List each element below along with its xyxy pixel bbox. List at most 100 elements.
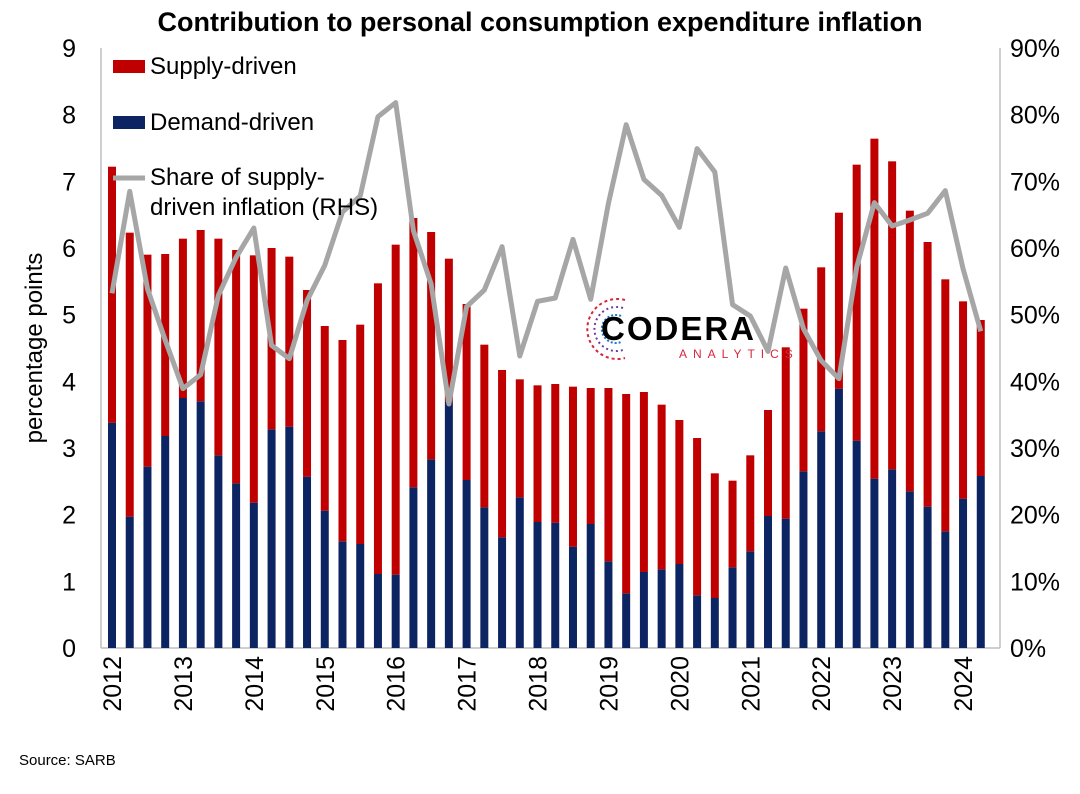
- bar-supply: [923, 242, 932, 507]
- bar-demand: [267, 429, 276, 648]
- y2-tick-label: 80%: [1010, 102, 1060, 130]
- bar-demand: [108, 422, 116, 648]
- bar-demand: [675, 564, 684, 648]
- legend-label-share-line2: driven inflation (RHS): [150, 194, 378, 221]
- bar-supply: [941, 279, 950, 532]
- bar-supply: [764, 410, 773, 516]
- bar-demand: [852, 440, 861, 648]
- x-tick-label: 2013: [170, 656, 198, 712]
- bar-supply: [693, 438, 702, 596]
- bar-demand: [976, 476, 985, 648]
- bars: [108, 138, 985, 648]
- y2-tick-label: 20%: [1010, 502, 1060, 530]
- bar-demand: [781, 518, 790, 648]
- source-note: Source: SARB: [19, 752, 116, 769]
- bar-supply: [586, 388, 595, 524]
- bar-supply: [249, 255, 258, 503]
- x-tick-label: 2023: [879, 656, 907, 712]
- bar-demand: [320, 510, 329, 648]
- legend-label-supply: Supply-driven: [150, 53, 297, 80]
- bar-demand: [923, 506, 932, 648]
- y-tick-label: 1: [62, 568, 76, 596]
- bar-demand: [817, 431, 826, 648]
- bar-supply: [888, 161, 897, 470]
- bar-supply: [444, 258, 453, 402]
- bar-supply: [178, 238, 187, 398]
- x-axis-labels: 2012 2013 2014 2015 2016 2017 2018 2019 2020 2021…: [99, 656, 978, 712]
- bar-supply: [657, 404, 666, 570]
- bar-demand: [498, 537, 507, 648]
- bar-supply: [427, 232, 436, 460]
- bar-demand: [728, 567, 737, 648]
- bar-demand: [693, 595, 702, 648]
- bar-demand: [888, 469, 897, 648]
- y2-tick-label: 90%: [1010, 35, 1060, 63]
- bar-demand: [639, 572, 648, 648]
- bar-supply: [356, 324, 365, 544]
- legend-label-share: Share of supply- driven inflation (RHS): [150, 164, 378, 221]
- y-tick-label: 3: [62, 435, 76, 463]
- chart-title: Contribution to personal consumption exp…: [158, 7, 923, 37]
- bar-demand: [959, 498, 968, 648]
- bar-demand: [764, 516, 773, 648]
- bar-demand: [427, 459, 436, 648]
- bar-supply: [143, 254, 152, 467]
- x-tick-label: 2015: [312, 656, 340, 712]
- logo-name: CODERA: [601, 310, 756, 347]
- y2-tick-label: 30%: [1010, 435, 1060, 463]
- bar-demand: [568, 546, 577, 648]
- codera-logo: CODERA ANALYTICS: [586, 298, 793, 361]
- bar-supply: [817, 267, 826, 432]
- y-tick-label: 4: [62, 368, 76, 396]
- bar-supply: [498, 370, 507, 538]
- bar-supply: [675, 420, 684, 564]
- x-tick-label: 2020: [666, 656, 694, 712]
- y-tick-label: 6: [62, 235, 76, 263]
- bar-supply: [568, 386, 577, 547]
- bar-demand: [232, 483, 241, 648]
- bar-supply: [409, 218, 418, 488]
- legend-label-demand: Demand-driven: [150, 109, 314, 136]
- bar-demand: [622, 593, 631, 648]
- bar-supply: [728, 480, 737, 568]
- y2-tick-label: 40%: [1010, 368, 1060, 396]
- y2-tick-label: 10%: [1010, 568, 1060, 596]
- bar-supply: [196, 230, 205, 402]
- legend: Supply-driven Demand-driven Share of sup…: [113, 53, 378, 221]
- bar-demand: [285, 426, 294, 648]
- bar-supply: [480, 344, 489, 508]
- bar-supply: [108, 166, 116, 423]
- bar-demand: [515, 497, 524, 648]
- bar-supply: [338, 340, 347, 542]
- bar-supply: [799, 308, 808, 472]
- share-line: [109, 100, 984, 407]
- bar-demand: [143, 466, 152, 648]
- bar-supply: [710, 473, 719, 598]
- x-tick-label: 2018: [525, 656, 553, 712]
- x-tick-label: 2024: [950, 656, 978, 712]
- bar-demand: [480, 507, 489, 648]
- bar-supply: [125, 232, 134, 517]
- bar-demand: [834, 388, 843, 648]
- y-tick-label: 5: [62, 302, 76, 330]
- bar-supply: [515, 379, 524, 498]
- bar-demand: [356, 544, 365, 648]
- bar-demand: [586, 524, 595, 648]
- y-tick-label: 9: [62, 35, 76, 63]
- bar-supply: [533, 385, 542, 522]
- bar-demand: [870, 478, 879, 648]
- bar-demand: [161, 436, 170, 648]
- bar-supply: [781, 347, 790, 519]
- bar-supply: [604, 388, 613, 562]
- x-tick-label: 2016: [383, 656, 411, 712]
- bar-supply: [320, 326, 329, 511]
- x-tick-label: 2017: [454, 656, 482, 712]
- left-axis-ticks: 0 1 2 3 4 5 6 7 8 9: [62, 35, 76, 663]
- bar-demand: [462, 480, 471, 648]
- bar-demand: [338, 541, 347, 648]
- bar-supply: [232, 250, 241, 484]
- legend-swatch-supply: [113, 60, 145, 73]
- bar-supply: [303, 290, 312, 477]
- bar-supply: [373, 283, 382, 574]
